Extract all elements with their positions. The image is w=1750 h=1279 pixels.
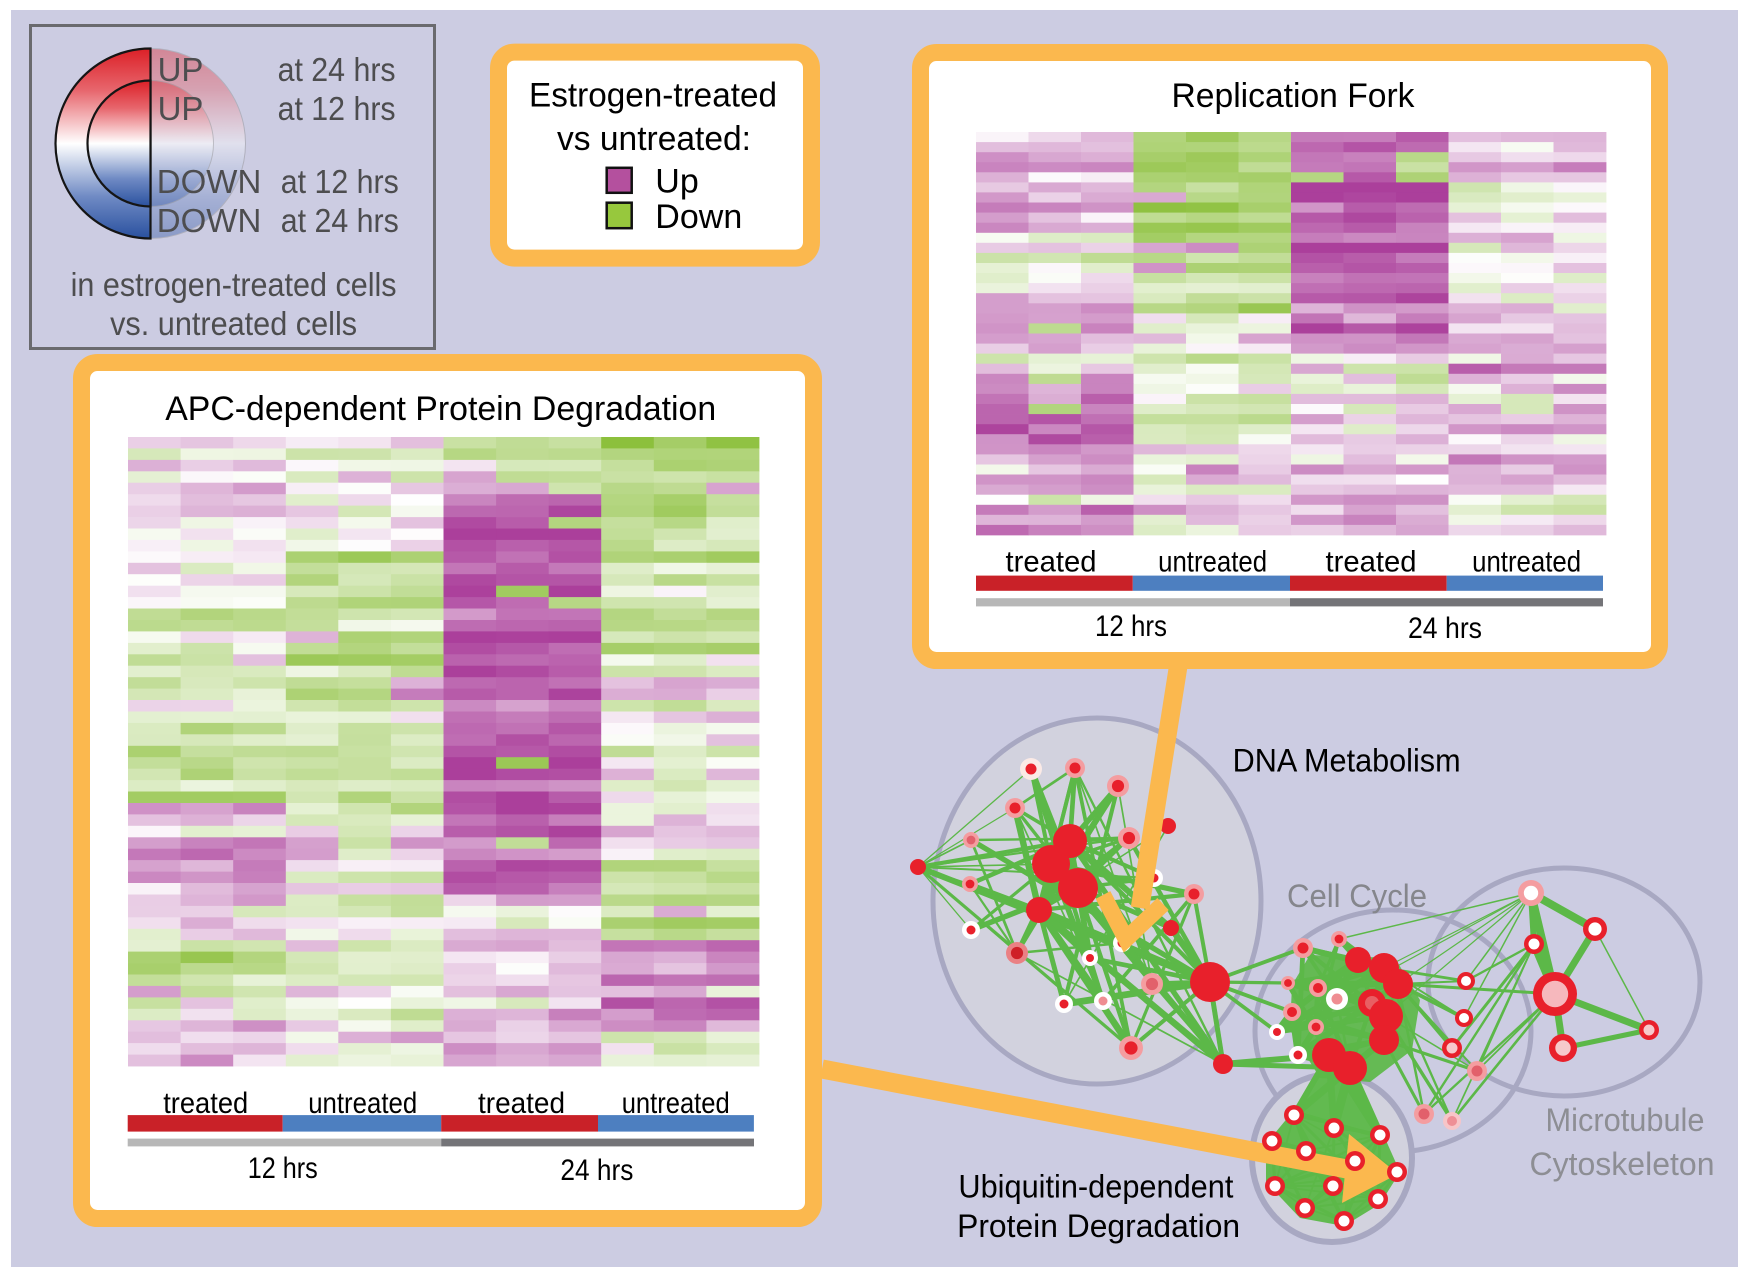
svg-text:vs untreated:: vs untreated: bbox=[557, 120, 751, 158]
svg-text:DOWN: DOWN bbox=[157, 202, 261, 239]
svg-text:DNA Metabolism: DNA Metabolism bbox=[1233, 742, 1461, 778]
svg-text:Down: Down bbox=[655, 198, 742, 236]
svg-text:Up: Up bbox=[655, 163, 698, 201]
svg-text:at 12 hrs: at 12 hrs bbox=[281, 163, 399, 200]
svg-text:treated: treated bbox=[478, 1087, 565, 1120]
svg-text:Ubiquitin-dependent: Ubiquitin-dependent bbox=[958, 1169, 1233, 1205]
svg-text:Cytoskeleton: Cytoskeleton bbox=[1530, 1146, 1715, 1182]
svg-text:Replication Fork: Replication Fork bbox=[1172, 77, 1416, 115]
svg-text:in estrogen-treated cells: in estrogen-treated cells bbox=[71, 266, 397, 303]
svg-text:at 12 hrs: at 12 hrs bbox=[278, 90, 396, 127]
svg-text:treated: treated bbox=[1006, 546, 1097, 579]
svg-text:Estrogen-treated: Estrogen-treated bbox=[529, 77, 777, 115]
svg-text:treated: treated bbox=[1326, 546, 1417, 579]
svg-text:at 24 hrs: at 24 hrs bbox=[278, 51, 396, 88]
svg-text:12 hrs: 12 hrs bbox=[1095, 610, 1167, 643]
svg-text:UP: UP bbox=[158, 51, 204, 88]
svg-text:Cell Cycle: Cell Cycle bbox=[1287, 878, 1427, 914]
svg-text:Protein Degradation: Protein Degradation bbox=[957, 1208, 1240, 1244]
svg-text:untreated: untreated bbox=[1472, 546, 1581, 579]
svg-text:untreated: untreated bbox=[1158, 546, 1267, 579]
svg-text:untreated: untreated bbox=[308, 1087, 417, 1120]
svg-text:12 hrs: 12 hrs bbox=[248, 1152, 318, 1185]
svg-text:24 hrs: 24 hrs bbox=[1408, 612, 1482, 645]
svg-text:24 hrs: 24 hrs bbox=[560, 1154, 633, 1187]
svg-text:APC-dependent Protein Degradat: APC-dependent Protein Degradation bbox=[165, 390, 716, 428]
svg-text:treated: treated bbox=[163, 1087, 248, 1120]
svg-text:vs. untreated cells: vs. untreated cells bbox=[110, 305, 357, 342]
svg-text:DOWN: DOWN bbox=[157, 163, 261, 200]
svg-text:UP: UP bbox=[158, 90, 204, 127]
svg-text:untreated: untreated bbox=[622, 1087, 730, 1120]
svg-text:at 24 hrs: at 24 hrs bbox=[281, 202, 399, 239]
svg-text:Microtubule: Microtubule bbox=[1546, 1102, 1705, 1138]
